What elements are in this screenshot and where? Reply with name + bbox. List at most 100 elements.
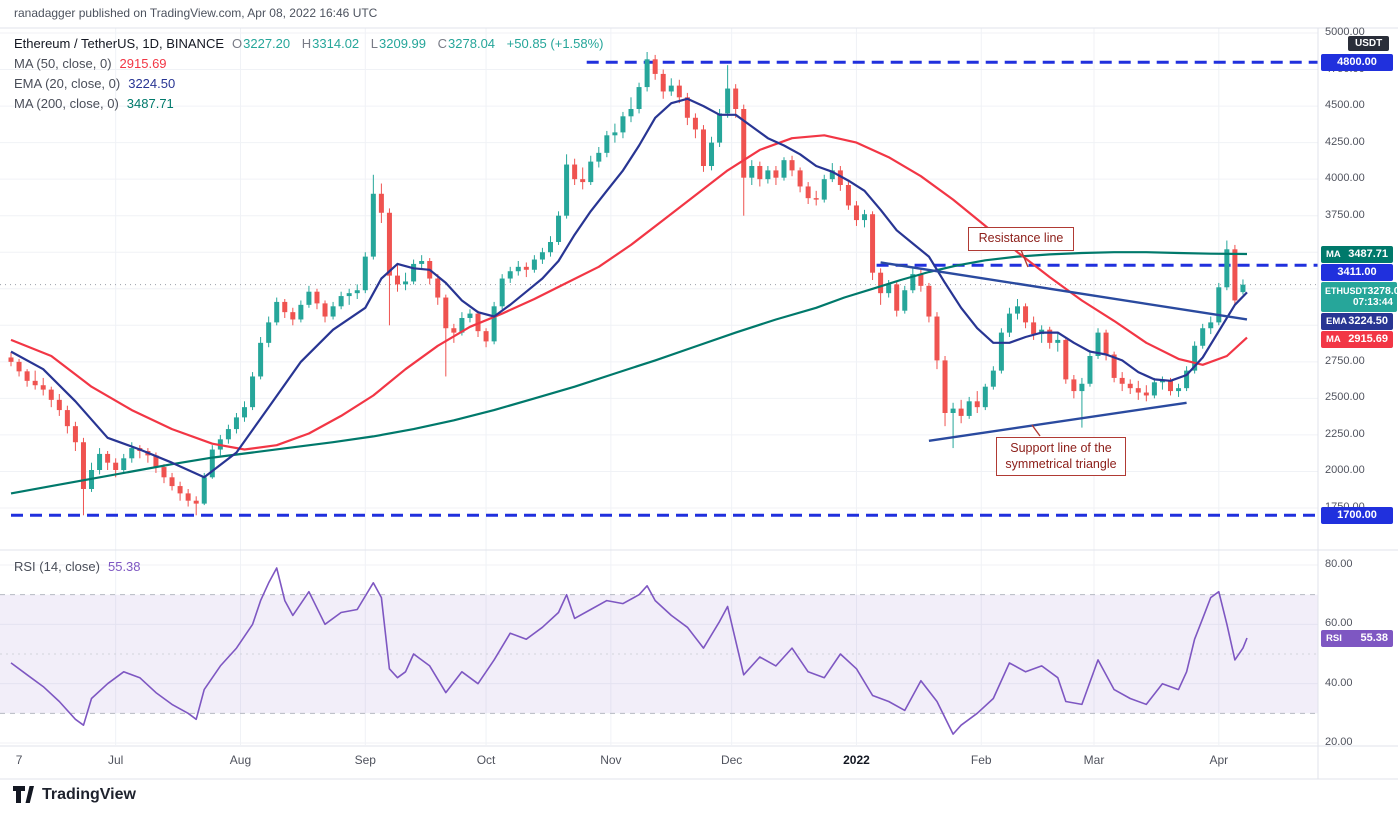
rsi-tick-label: 60.00 (1325, 617, 1353, 630)
candle (1232, 249, 1238, 301)
indicator-legend-ema20[interactable]: EMA (20, close, 0) 3224.50 (14, 75, 176, 91)
candle (435, 278, 441, 298)
candle (1184, 370, 1190, 389)
candle (419, 260, 425, 264)
candle (797, 170, 803, 187)
candle (1216, 287, 1222, 323)
time-label-Nov: Nov (600, 753, 622, 767)
symbol-legend[interactable]: Ethereum / TetherUS, 1D, BINANCE O3227.2… (14, 33, 604, 113)
candle (725, 88, 731, 114)
candle (467, 313, 473, 318)
candle (266, 322, 272, 343)
candle (886, 284, 892, 294)
indicator-legend-ma50[interactable]: MA (50, close, 0) 2915.69 (14, 55, 167, 71)
candle (274, 301, 280, 323)
candle (684, 97, 690, 118)
support-triangle-label-pointer (1031, 424, 1041, 437)
candle (564, 164, 570, 216)
candle (636, 87, 642, 109)
indicator-legend-ma200[interactable]: MA (200, close, 0) 3487.71 (14, 95, 174, 111)
candle (1167, 380, 1173, 392)
rsi-tick-label: 40.00 (1325, 676, 1353, 689)
candle (105, 453, 111, 463)
price-tick-label: 2750.00 (1325, 354, 1365, 367)
resistance-trendline[interactable] (880, 261, 1248, 321)
candle (129, 448, 135, 459)
time-label-2022: 2022 (843, 753, 870, 767)
candle (1200, 328, 1206, 346)
candle (298, 304, 304, 320)
rsi-legend[interactable]: RSI (14, close) 55.38 (14, 558, 141, 574)
candle (644, 59, 650, 88)
candle (362, 256, 368, 291)
candle (169, 477, 175, 487)
candle (523, 266, 529, 270)
candle (862, 214, 868, 221)
candle (1119, 377, 1125, 384)
candle (974, 401, 980, 408)
candle (829, 170, 835, 180)
candle (378, 193, 384, 213)
rsi-pane[interactable] (0, 567, 1318, 735)
candle (813, 198, 819, 200)
candle (749, 165, 755, 178)
candle (620, 116, 626, 133)
candle (1208, 322, 1214, 329)
candle (330, 306, 336, 317)
price-pane[interactable] (0, 51, 1318, 517)
candle (459, 317, 465, 333)
price-tick-label: 4500.00 (1325, 99, 1365, 112)
candle (8, 357, 14, 362)
candle (153, 455, 159, 468)
candle (547, 241, 553, 253)
candle (1079, 383, 1085, 392)
candle (515, 266, 521, 272)
support-trendline[interactable] (928, 401, 1187, 442)
candle (306, 291, 312, 305)
price-tick-label: 3750.00 (1325, 208, 1365, 221)
candle (918, 274, 924, 286)
support-triangle-label[interactable]: Support line of the symmetrical triangle (996, 437, 1126, 477)
candle (1192, 345, 1198, 371)
candle (322, 303, 328, 317)
candle (233, 417, 239, 430)
candle (950, 408, 956, 413)
candle (556, 215, 562, 242)
candle (741, 108, 747, 178)
candle (290, 312, 296, 320)
candle (370, 193, 376, 257)
symbol-title-row[interactable]: Ethereum / TetherUS, 1D, BINANCE O3227.2… (14, 33, 604, 53)
attribution-text: ranadagger published on TradingView.com,… (14, 6, 378, 20)
overlay-ma-50[interactable] (10, 134, 1248, 451)
axis-badge-rsi: RSI 55.38 (1321, 629, 1393, 647)
candle (185, 493, 191, 501)
price-tick-label: 2500.00 (1325, 391, 1365, 404)
change-value: +50.85 (+1.58%) (506, 35, 604, 51)
candle (870, 214, 876, 273)
candle (1023, 306, 1029, 323)
candle (394, 275, 400, 285)
candle (1015, 306, 1020, 314)
candle (894, 284, 900, 311)
candle (491, 306, 497, 342)
candle (1006, 313, 1012, 333)
candle (113, 462, 119, 470)
candle (177, 486, 183, 494)
candle (652, 59, 658, 74)
overlay-ema-20[interactable] (10, 97, 1248, 479)
axis-badge-ema-20: EMA 3224.50 (1321, 312, 1393, 330)
tradingview-logo[interactable]: TradingView (12, 785, 136, 804)
candle (354, 290, 360, 294)
ohlc-values: O3227.20 H3314.02 L3209.99 C3278.04 +50.… (232, 35, 604, 51)
candle (48, 389, 54, 400)
candle (604, 135, 610, 153)
candle (1103, 332, 1109, 355)
resistance-line-label[interactable]: Resistance line (968, 227, 1074, 251)
candle (596, 152, 602, 162)
rsi-tick-label: 20.00 (1325, 736, 1353, 748)
candle (717, 113, 723, 143)
candle (507, 271, 513, 279)
overlay-ma-200[interactable] (10, 251, 1248, 495)
